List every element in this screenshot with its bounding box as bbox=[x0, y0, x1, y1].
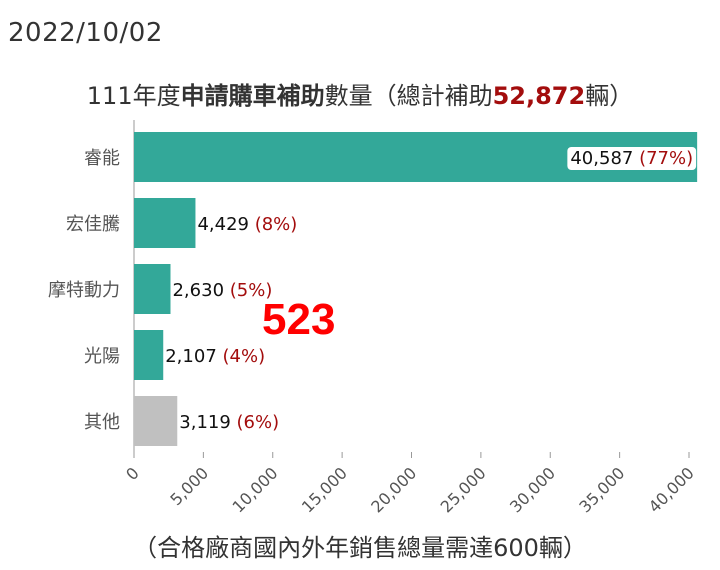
category-label: 宏佳騰 bbox=[66, 214, 120, 235]
x-tick-label: 35,000 bbox=[575, 463, 628, 516]
x-tick-label: 25,000 bbox=[437, 463, 490, 516]
title-total: 52,872 bbox=[492, 82, 586, 110]
x-tick-label: 15,000 bbox=[298, 463, 351, 516]
bar-3 bbox=[134, 330, 164, 380]
x-tick-label: 30,000 bbox=[506, 463, 559, 516]
category-label: 光陽 bbox=[84, 346, 120, 367]
bar-4 bbox=[134, 396, 178, 446]
title-bold: 申請購車補助 bbox=[180, 82, 325, 110]
category-label: 睿能 bbox=[84, 148, 120, 169]
bar-1 bbox=[134, 198, 196, 248]
value-label: 3,119 (6%) bbox=[179, 412, 279, 433]
x-tick-label: 20,000 bbox=[367, 463, 420, 516]
x-tick-label: 5,000 bbox=[166, 463, 212, 509]
chart-title: 111年度申請購車補助數量（總計補助52,872輛） bbox=[0, 76, 720, 111]
overlay-number: 523 bbox=[262, 295, 336, 344]
title-prefix: 111年度 bbox=[86, 82, 181, 110]
category-label: 摩特動力 bbox=[48, 280, 120, 301]
bar-2 bbox=[134, 264, 171, 314]
date-label: 2022/10/02 bbox=[8, 18, 163, 48]
value-label: 40,587 (77%) bbox=[570, 148, 693, 169]
value-label: 4,429 (8%) bbox=[197, 214, 297, 235]
title-middle: 數量（總計補助 bbox=[324, 82, 493, 110]
title-suffix: 輛） bbox=[585, 82, 634, 110]
x-tick-label: 10,000 bbox=[229, 463, 282, 516]
value-label: 2,630 (5%) bbox=[172, 280, 272, 301]
value-label-background bbox=[567, 147, 697, 170]
footnote: （合格廠商國內外年銷售總量需達600輛） bbox=[133, 534, 587, 562]
x-tick-label: 40,000 bbox=[645, 463, 698, 516]
x-tick-label: 0 bbox=[122, 463, 143, 484]
category-label: 其他 bbox=[84, 412, 120, 433]
value-label: 2,107 (4%) bbox=[165, 346, 265, 367]
